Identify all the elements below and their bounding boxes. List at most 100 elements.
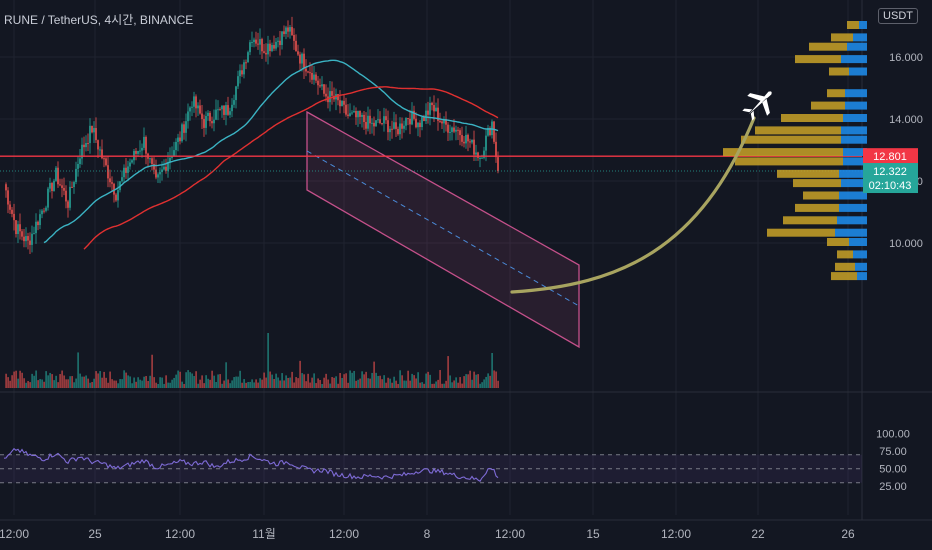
volume-bar	[445, 380, 447, 388]
candle-body	[7, 190, 9, 205]
candle-body	[495, 141, 497, 158]
candle-body	[27, 236, 29, 241]
volume-bar	[185, 372, 187, 388]
candle-body	[23, 236, 25, 242]
volume-profile-buy	[795, 203, 839, 212]
volume-bar	[273, 378, 275, 388]
volume-bar	[119, 379, 121, 388]
candle-body	[431, 102, 433, 106]
volume-bar	[267, 333, 269, 388]
price-tag-current-bg	[863, 163, 918, 194]
volume-profile-buy	[781, 114, 843, 122]
time-tick-label: 11월	[252, 527, 276, 541]
volume-bar	[161, 377, 163, 388]
volume-bar	[237, 376, 239, 388]
volume-bar	[55, 375, 57, 388]
rsi-band	[0, 454, 862, 483]
volume-bar	[351, 372, 353, 388]
volume-bar	[47, 375, 49, 388]
candle-body	[423, 117, 425, 122]
candle-body	[277, 40, 279, 42]
candle-body	[225, 105, 227, 115]
volume-bar	[205, 375, 207, 388]
candle-body	[129, 162, 131, 167]
projection-arrow	[510, 116, 756, 294]
candle-body	[31, 233, 33, 245]
candle-body	[45, 207, 47, 211]
volume-bar	[63, 375, 65, 388]
candle-body	[123, 167, 125, 178]
candle-body	[473, 139, 475, 155]
volume-bar	[427, 371, 429, 388]
candle-body	[289, 27, 291, 32]
candle-body	[57, 167, 59, 185]
volume-profile-sell	[859, 21, 867, 29]
volume-bar	[135, 381, 137, 388]
volume-profile-buy	[735, 157, 843, 166]
volume-profile-buy	[767, 228, 835, 237]
candle-body	[9, 204, 11, 210]
candle-body	[223, 105, 225, 115]
volume-bar	[97, 373, 99, 388]
candle-body	[11, 209, 13, 214]
candle-body	[283, 31, 285, 34]
volume-profile-buy	[793, 179, 841, 188]
volume-bar	[163, 383, 165, 388]
candle-body	[455, 129, 457, 132]
volume-bar	[313, 373, 315, 388]
volume-bar	[305, 381, 307, 388]
volume-bar	[83, 376, 85, 388]
volume-bar	[101, 377, 103, 388]
volume-bar	[5, 373, 7, 388]
candle-body	[389, 128, 391, 133]
volume-bar	[41, 379, 43, 388]
candle-body	[241, 70, 243, 75]
price-tag-resistance: 12.801	[873, 151, 907, 163]
candle-body	[177, 137, 179, 142]
currency-button[interactable]: USDT	[878, 8, 918, 24]
volume-bar	[279, 380, 281, 388]
rsi-tick-label: 100.00	[876, 429, 910, 441]
volume-bar	[139, 379, 141, 388]
volume-profile-sell	[835, 228, 867, 237]
candle-body	[125, 167, 127, 173]
volume-profile-sell	[849, 238, 867, 246]
volume-profile-sell	[855, 262, 867, 271]
volume-bar	[317, 378, 319, 388]
volume-bar	[295, 377, 297, 388]
volume-bar	[103, 371, 105, 388]
volume-bar	[27, 381, 29, 388]
candle-body	[15, 220, 17, 235]
candle-body	[353, 111, 355, 113]
candle-body	[313, 74, 315, 80]
candle-body	[181, 124, 183, 142]
volume-bar	[327, 379, 329, 388]
volume-bar	[261, 379, 263, 388]
volume-bar	[289, 377, 291, 388]
volume-bar	[419, 382, 421, 388]
candle-body	[143, 136, 145, 148]
volume-bar	[453, 380, 455, 388]
candle-body	[5, 184, 7, 191]
candle-body	[273, 45, 275, 49]
volume-bar	[415, 378, 417, 388]
candle-body	[69, 186, 71, 208]
candle-body	[439, 120, 441, 122]
candle-body	[233, 100, 235, 105]
volume-bar	[331, 377, 333, 388]
volume-bar	[191, 373, 193, 388]
volume-bar	[159, 377, 161, 388]
volume-profile-buy	[831, 33, 853, 42]
candle-body	[61, 185, 63, 188]
volume-bar	[297, 378, 299, 388]
volume-bar	[423, 383, 425, 388]
candle-body	[227, 105, 229, 115]
candle-body	[359, 110, 361, 117]
volume-profile-buy	[741, 135, 841, 144]
volume-bar	[11, 375, 13, 388]
volume-bar	[435, 381, 437, 388]
candle-body	[79, 158, 81, 164]
time-tick-label: 22	[751, 527, 765, 541]
volume-bar	[241, 382, 243, 388]
